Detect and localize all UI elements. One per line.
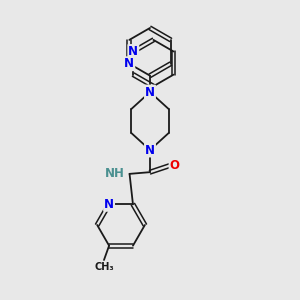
Text: NH: NH — [105, 167, 124, 180]
Text: N: N — [124, 57, 134, 70]
Text: N: N — [145, 143, 155, 157]
Text: CH₃: CH₃ — [94, 262, 114, 272]
Text: N: N — [145, 85, 155, 98]
Text: O: O — [169, 159, 179, 172]
Text: N: N — [128, 45, 138, 58]
Text: N: N — [104, 198, 114, 211]
